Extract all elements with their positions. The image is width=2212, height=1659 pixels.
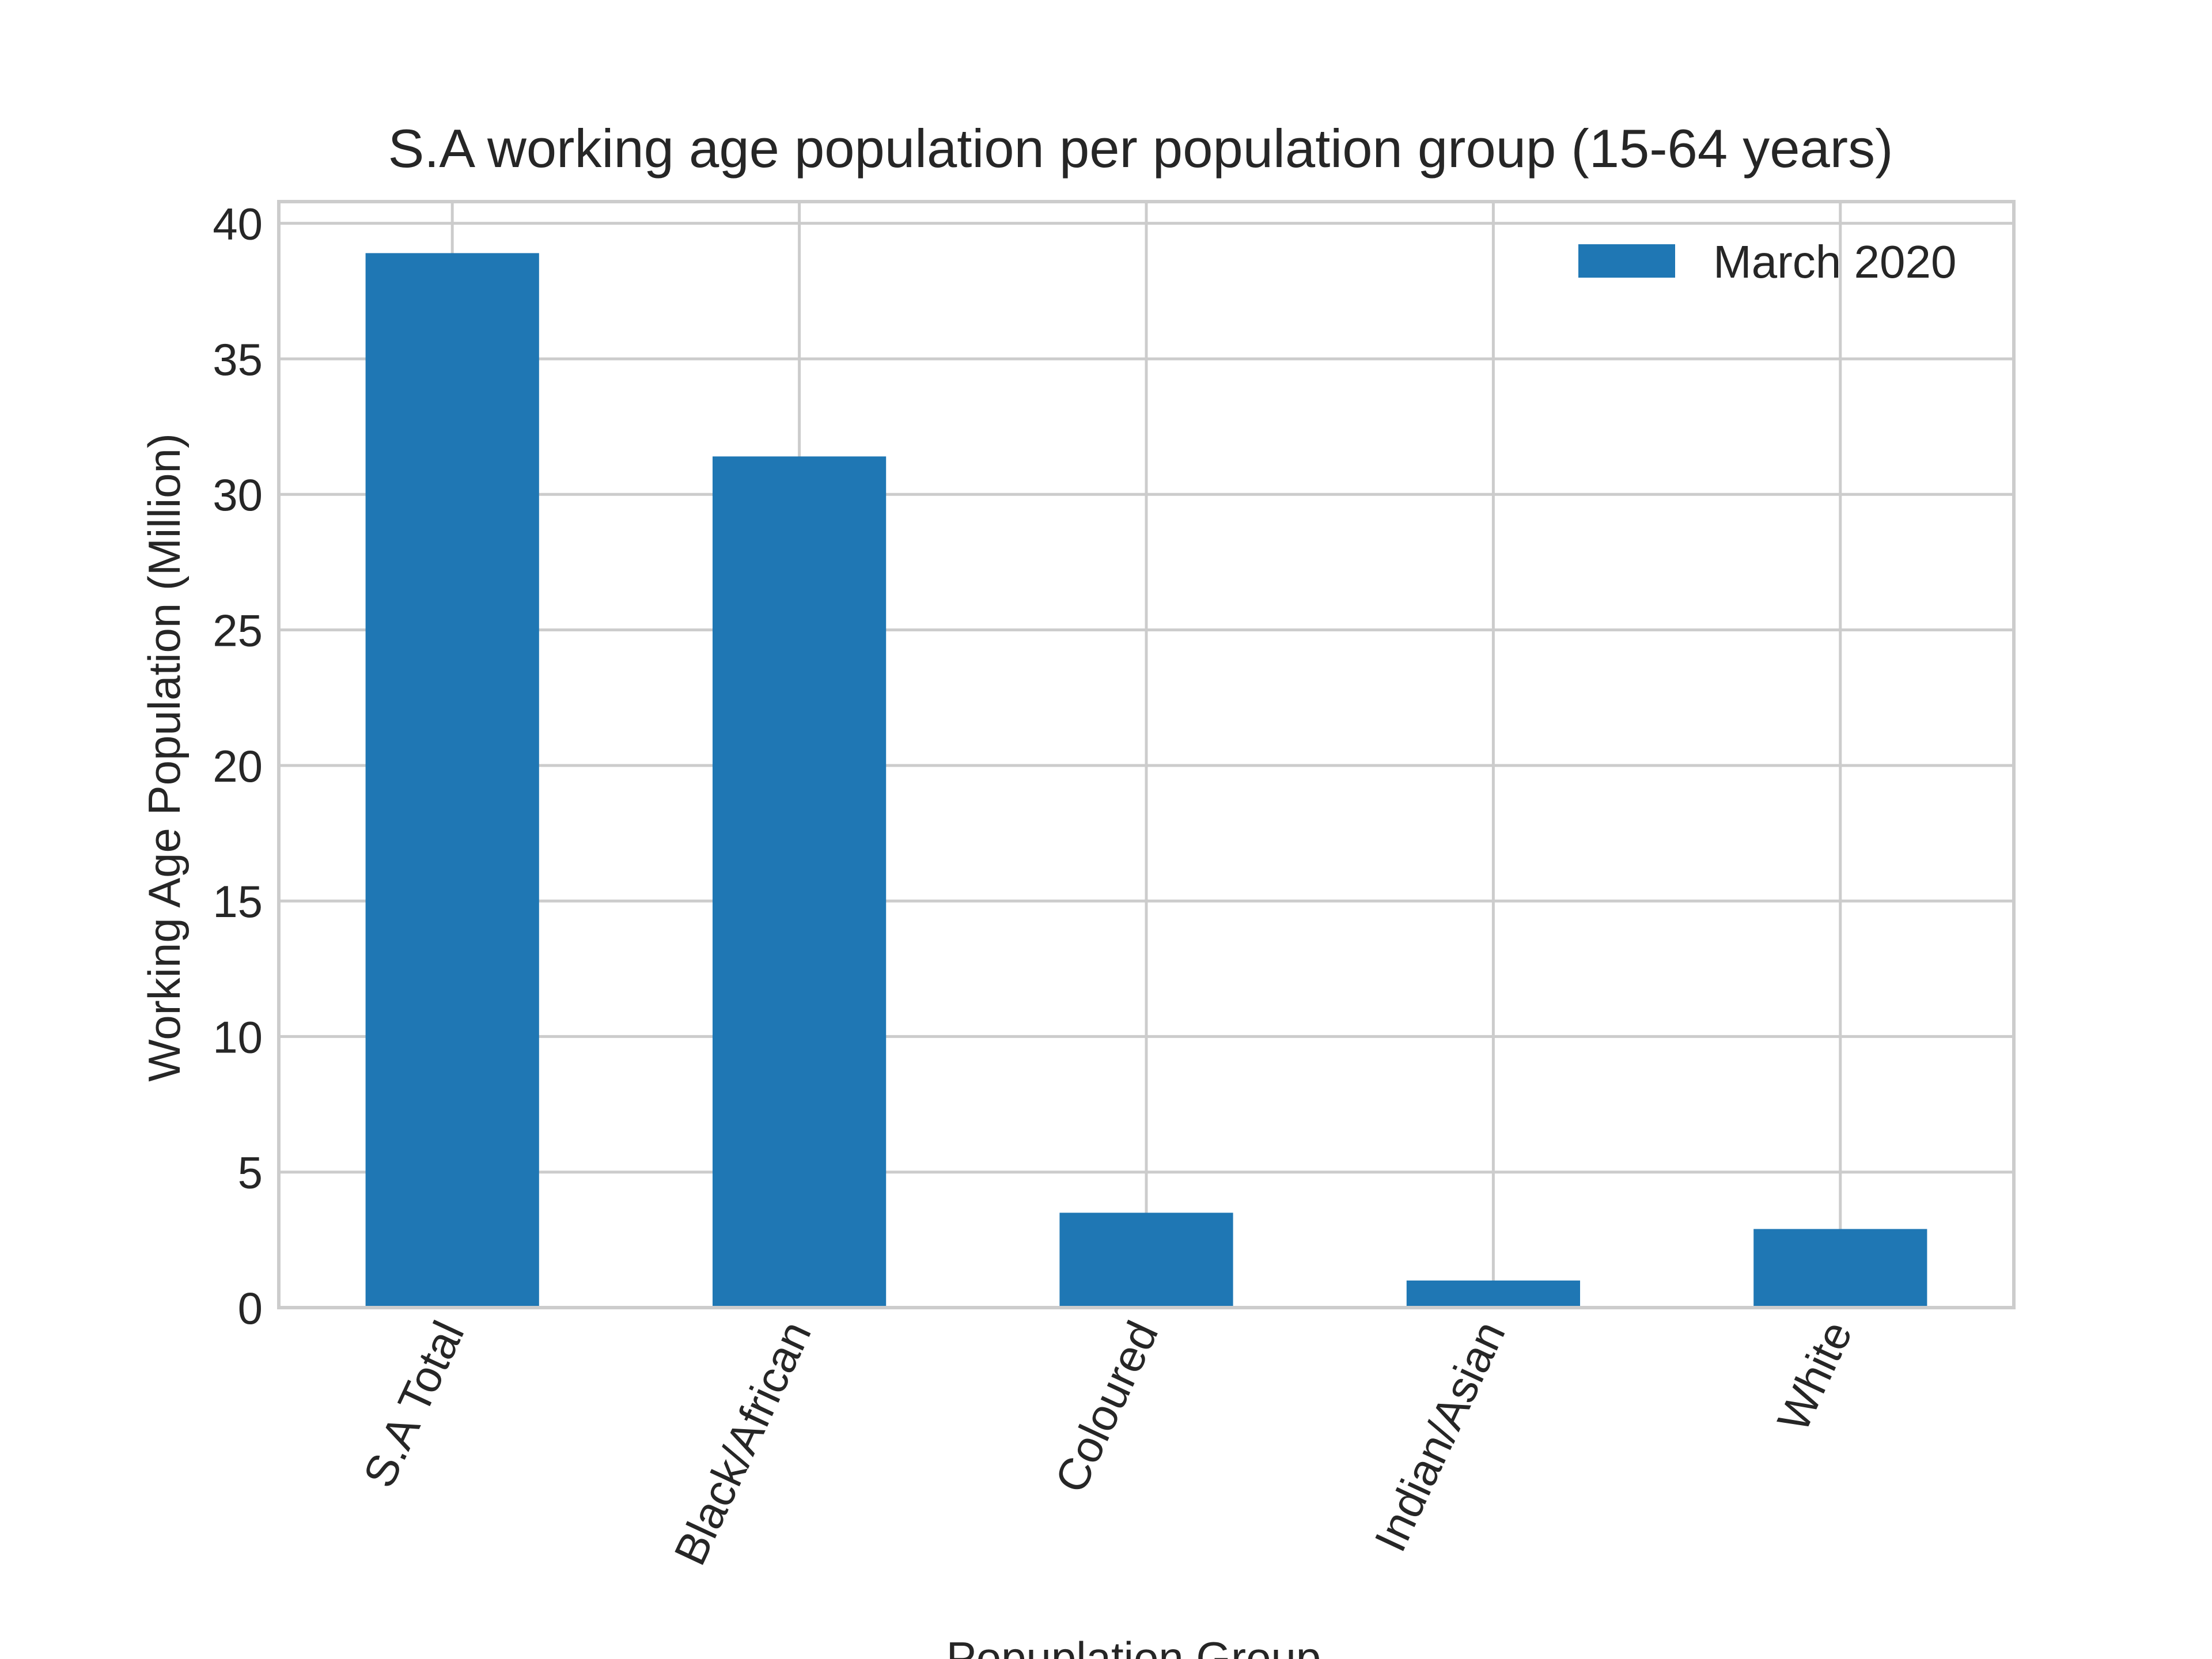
- y-tick-labels: 0 5 10 15 20 25 30 35 40: [213, 199, 263, 1334]
- y-tick-label: 25: [213, 605, 263, 656]
- plot-frame: [277, 200, 2016, 1309]
- y-tick-label: 10: [213, 1012, 263, 1062]
- legend-label-march-2020: March 2020: [1713, 236, 1956, 287]
- bars: [365, 253, 1927, 1308]
- y-tick-label: 20: [213, 741, 263, 791]
- bar-white: [1753, 1229, 1927, 1308]
- bar-coloured: [1059, 1213, 1233, 1308]
- x-axis-label: Popuplation Group: [946, 1633, 1321, 1659]
- bar-s-a-total: [365, 253, 539, 1308]
- y-tick-label: 5: [238, 1147, 263, 1198]
- y-axis-label: Working Age Population (Million): [139, 433, 190, 1082]
- y-tick-label: 40: [213, 199, 263, 249]
- y-tick-label: 15: [213, 876, 263, 927]
- legend: March 2020: [1578, 236, 1956, 287]
- bar-indian-asian: [1406, 1280, 1580, 1308]
- bar-black-african: [713, 456, 887, 1308]
- y-tick-label: 30: [213, 469, 263, 520]
- y-tick-label: 35: [213, 334, 263, 385]
- chart-title: S.A working age population per populatio…: [388, 118, 1893, 179]
- y-tick-label: 0: [238, 1283, 263, 1334]
- legend-swatch-march-2020: [1578, 244, 1675, 278]
